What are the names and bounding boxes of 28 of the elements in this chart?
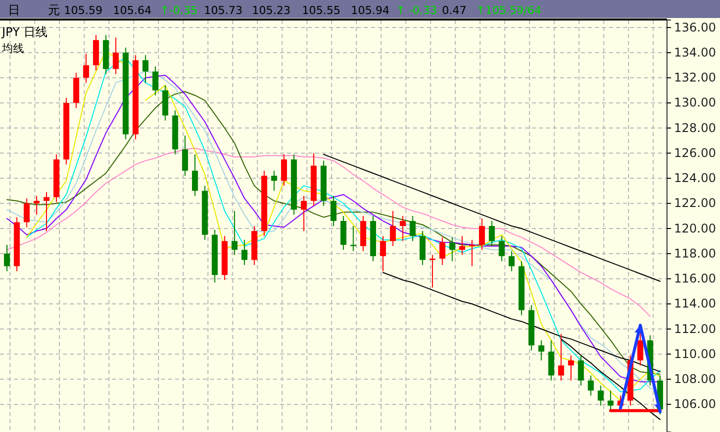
y-tick-label: 126.00: [674, 146, 716, 160]
y-tick-label: 114.00: [674, 296, 716, 311]
text: ↑-0.35: [160, 4, 198, 17]
y-tick-label: 128.00: [674, 120, 716, 135]
annotation: 均线: [1, 42, 24, 55]
text: 105.64: [113, 4, 152, 17]
y-tick-label: 106.00: [674, 397, 716, 412]
text: 105.23: [252, 4, 290, 17]
y-tick-label: 118.00: [674, 246, 716, 260]
y-tick-label: 108.00: [674, 372, 716, 386]
y-tick-label: 136.00: [674, 20, 716, 34]
y-tick-label: 134.00: [674, 46, 716, 60]
y-tick-label: 124.00: [674, 171, 716, 186]
text: JPY 日线: [1, 25, 48, 39]
text: 105.94: [351, 4, 390, 17]
y-tick-label: 116.00: [674, 272, 716, 286]
y-tick-label: 112.00: [674, 322, 716, 336]
text: ↑ -0.33: [396, 4, 438, 17]
text: 105.55: [302, 4, 340, 17]
y-tick-label: 130.00: [674, 96, 716, 110]
y-tick-label: 120.00: [674, 221, 716, 236]
y-tick-label: 110.00: [674, 346, 716, 361]
y-tick-label: 132.00: [674, 70, 716, 85]
text: 105.73: [204, 4, 242, 17]
y-tick-label: 122.00: [674, 196, 716, 210]
text: 0.47: [442, 4, 466, 17]
text: 105.59: [64, 4, 102, 17]
text: ↑105.59/64: [476, 4, 542, 17]
